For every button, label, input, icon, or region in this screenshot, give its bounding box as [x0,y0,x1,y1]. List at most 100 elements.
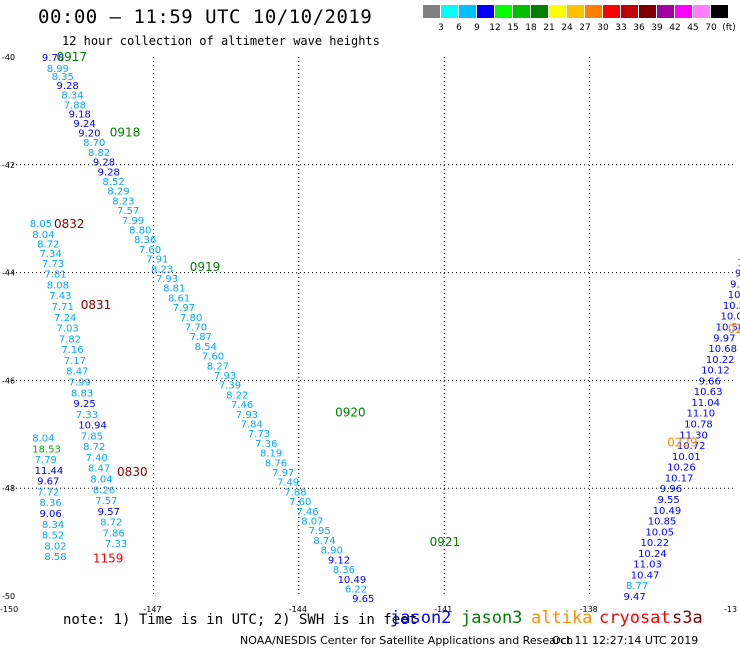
wave-height-value: 7.84 [241,420,263,431]
wave-height-value: 7.46 [296,507,318,518]
wave-height-value: 7.49 [277,478,299,489]
wave-height-value: 9.28 [98,167,120,178]
scale-swatch [441,5,458,18]
wave-height-value: 8.52 [42,531,64,542]
scale-swatch [549,5,566,18]
wave-height-value: 6.22 [345,584,367,595]
wave-height-value: 7.88 [64,100,86,111]
wave-height-value: 7.82 [59,334,81,345]
scale-swatch [711,5,728,18]
wave-height-value: 9.67 [37,477,59,488]
generated-timestamp: Oct 11 12:27:14 UTC 2019 [552,634,699,647]
wave-height-value: 8.83 [71,388,93,399]
scale-swatch [621,5,638,18]
wave-height-value: 8.90 [321,546,343,557]
wave-height-value: 8.36 [134,235,156,246]
wave-height-value: 7.33 [76,410,98,421]
wave-height-value: 9.28 [93,158,115,169]
wave-height-value: 9.28 [56,81,78,92]
scale-swatch [639,5,656,18]
footer-note: note: 1) Time is in UTC; 2) SWH is in fe… [63,612,418,628]
wave-height-value: 10.44 [728,290,740,301]
wave-height-value: 8.19 [260,449,282,460]
wave-height-value: 7.43 [49,291,71,302]
satellite-cryosat: cryosat [599,608,671,628]
wave-height-value: 10.22 [706,355,735,366]
satellite-jason2: jason2 [390,608,452,628]
pass-time-label: 1159 [93,551,124,565]
wave-height-value: 8.26 [93,485,115,496]
scale-label: 70 [705,23,717,33]
wave-height-value: 8.47 [88,464,110,475]
wave-height-value: 7.71 [52,302,74,313]
latitude-label: -44 [2,269,15,278]
pass-time-label: 0921 [430,535,461,549]
wave-height-value: 10.49 [653,506,682,517]
wave-height-value: 7.97 [173,303,195,314]
wave-height-value: 9.12 [328,555,350,566]
wave-height-value: 10.68 [708,344,737,355]
wave-height-value: 8.34 [42,520,64,531]
wave-height-value: 9.65 [352,594,374,605]
scale-label: 30 [597,23,609,33]
wave-height-value: 8.36 [333,565,355,576]
wave-height-value: 7.24 [54,313,76,324]
longitude-label: -147 [143,605,161,614]
wave-height-value: 7.91 [146,255,168,266]
wave-height-value: 7.93 [156,274,178,285]
wave-height-value: 8.72 [37,239,59,250]
wave-height-value: 7.03 [56,324,78,335]
wave-height-value: 7.73 [42,259,64,270]
wave-height-value: 8.05 [30,219,52,230]
wave-height-value: 10.22 [640,538,669,549]
scale-swatch [693,5,710,18]
wave-height-value: 8.23 [151,264,173,275]
wave-height-value: 7.99 [69,377,91,388]
scale-swatch [531,5,548,18]
wave-height-value: 7.40 [86,453,108,464]
scale-swatch [423,5,440,18]
satellite-altika: altika [531,608,593,628]
scale-swatch [585,5,602,18]
wave-height-value: 8.80 [129,225,151,236]
wave-height-value: 8.99 [47,64,69,75]
scale-swatch [477,5,494,18]
wave-height-value: 10.93 [737,258,740,269]
credit-line: NOAA/NESDIS Center for Satellite Applica… [240,634,574,647]
wave-height-value: 7.57 [95,496,117,507]
wave-height-value: 8.81 [163,284,185,295]
wave-height-value: 8.77 [626,581,648,592]
scale-label: 6 [456,23,462,33]
wave-height-value: 10.12 [701,366,730,377]
wave-height-value: 9.06 [40,509,62,520]
scale-label: 36 [633,23,645,33]
wave-height-value: 7.36 [255,439,277,450]
wave-height-value: 7.39 [219,381,241,392]
scale-label: 15 [507,23,519,33]
scale-label: 33 [615,23,627,33]
wave-height-value: 8.70 [83,138,105,149]
wave-height-value: 9.47 [624,592,646,603]
wave-height-value: 8.34 [61,91,83,102]
wave-height-value: 7.81 [44,270,66,281]
wave-height-value: 7.86 [103,528,125,539]
wave-height-value: 10.49 [338,575,367,586]
scale-swatch [603,5,620,18]
wave-height-value: 7.60 [139,245,161,256]
wave-height-value: 8.54 [195,342,217,353]
scale-label: 45 [687,23,699,33]
wave-height-value: 8.52 [103,177,125,188]
wave-height-value: 10.26 [667,463,696,474]
longitude-label: -13 [724,605,737,614]
wave-height-value: 9.55 [657,495,679,506]
wave-height-value: 7.95 [308,526,330,537]
wave-height-value: 8.72 [100,518,122,529]
longitude-label: -144 [289,605,307,614]
wave-height-value: 9.18 [69,110,91,121]
pass-time-label: 0831 [81,298,112,312]
wave-height-value: 7.60 [289,497,311,508]
wave-height-value: 7.80 [180,313,202,324]
wave-height-value: 10.58 [716,323,740,334]
latitude-label: -46 [2,376,15,385]
